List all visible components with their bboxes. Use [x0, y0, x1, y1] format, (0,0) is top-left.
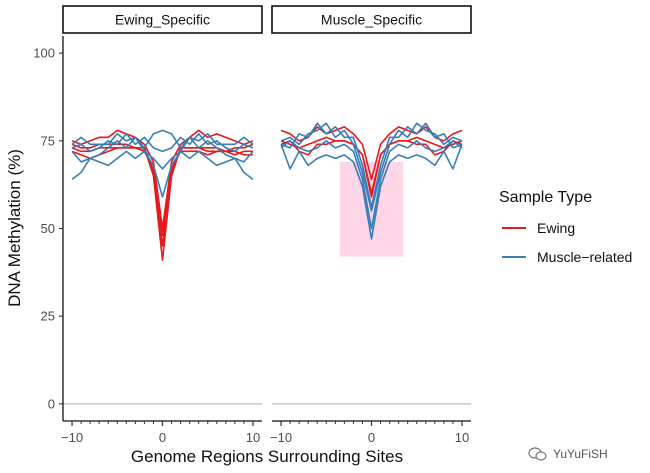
series-line-muscle-specific-muscle-related-12 — [280, 140, 463, 230]
watermark: YuYuFiSH — [528, 447, 608, 461]
series-line-ewing-specific-muscle-related-5 — [71, 136, 254, 170]
x-tick-label-1--10: −10 — [270, 430, 292, 445]
series-line-ewing-specific-ewing-2 — [71, 143, 254, 237]
y-tick-label-75: 75 — [41, 133, 55, 148]
y-tick-label-50: 50 — [41, 221, 55, 236]
legend-title: Sample Type — [499, 189, 592, 206]
watermark-text: YuYuFiSH — [553, 447, 608, 461]
series-line-muscle-specific-ewing-10 — [280, 140, 463, 198]
x-tick-label-1-0: 0 — [368, 430, 375, 445]
series-line-ewing-specific-muscle-related-7 — [71, 129, 254, 149]
x-tick-label-1-10: 10 — [455, 430, 469, 445]
x-axis-title: Genome Regions Surrounding Sites — [131, 447, 403, 466]
y-tick-label-100: 100 — [33, 46, 55, 61]
series-line-muscle-specific-muscle-related-11 — [280, 144, 463, 240]
series-line-ewing-specific-muscle-related-6 — [71, 133, 254, 153]
strip-muscle-specific: Muscle_Specific — [271, 5, 472, 34]
series-line-ewing-specific-ewing-3 — [71, 129, 254, 230]
x-tick-label-0-10: 10 — [246, 430, 260, 445]
strip-label-muscle-specific: Muscle_Specific — [321, 12, 422, 28]
legend-label-ewing: Ewing — [537, 220, 575, 236]
legend-label-muscle-related: Muscle−related — [537, 249, 632, 265]
series-line-muscle-specific-muscle-related-14 — [280, 122, 463, 209]
series-line-ewing-specific-ewing-0 — [71, 147, 253, 261]
y-tick-label-0: 0 — [48, 396, 55, 411]
axis-ticks: 0 25 50 75 100 −10 0 10 −10 0 10 — [33, 46, 469, 445]
series-line-ewing-specific-muscle-related-4 — [71, 150, 254, 198]
y-tick-label-25: 25 — [41, 309, 55, 324]
legend: Sample Type Ewing Muscle−related — [499, 189, 632, 265]
wechat-icon — [528, 447, 547, 461]
y-axis-title: DNA Methylation (%) — [5, 149, 24, 307]
strip-label-ewing-specific: Ewing_Specific — [115, 12, 210, 28]
strip-ewing-specific: Ewing_Specific — [62, 5, 263, 34]
series-layer — [71, 122, 463, 261]
x-tick-label-0--10: −10 — [61, 430, 83, 445]
x-tick-label-0-0: 0 — [159, 430, 166, 445]
